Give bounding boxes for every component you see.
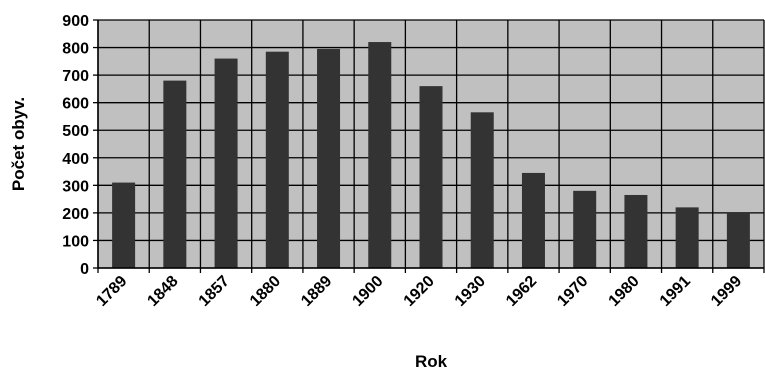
- x-tick-label: 1980: [606, 273, 643, 310]
- y-tick-label: 100: [62, 233, 89, 250]
- x-tick-label: 1857: [196, 273, 233, 310]
- y-tick-label: 700: [62, 68, 89, 85]
- x-axis-title: Rok: [415, 352, 448, 371]
- y-tick-label: 200: [62, 206, 89, 223]
- x-tick-label: 1991: [657, 273, 694, 310]
- y-tick-label: 800: [62, 41, 89, 58]
- x-tick-label: 1789: [93, 273, 130, 310]
- bar: [214, 58, 238, 269]
- x-tick-labels: 1789 1848 1857 1880 1889 1900 1920 1930 1962 1970…: [93, 273, 745, 310]
- x-tick-label: 1900: [349, 273, 386, 310]
- x-tick-label: 1970: [554, 273, 591, 310]
- bar: [112, 182, 136, 268]
- x-tick-label: 1962: [503, 273, 540, 310]
- bar: [317, 48, 341, 268]
- bar: [163, 80, 187, 268]
- bar: [573, 190, 597, 268]
- bar: [419, 86, 443, 268]
- bar: [521, 172, 545, 268]
- x-tick-label: 1848: [144, 273, 181, 310]
- y-tick-label: 600: [62, 96, 89, 113]
- y-tick-label: 900: [62, 13, 89, 30]
- y-tick-labels: 0 100 200 300 400 500 600 700 800 900: [62, 13, 89, 278]
- x-tick-label: 1880: [247, 273, 284, 310]
- bar: [470, 112, 494, 268]
- bar: [675, 207, 699, 268]
- x-tick-label: 1920: [401, 273, 438, 310]
- bar: [624, 194, 648, 268]
- axes: [93, 19, 765, 273]
- x-tick-label: 1999: [708, 273, 745, 310]
- y-tick-label: 500: [62, 123, 89, 140]
- y-axis-title: Počet obyv.: [9, 97, 28, 191]
- y-tick-label: 400: [62, 151, 89, 168]
- bar: [726, 212, 750, 268]
- bar: [368, 42, 392, 268]
- bars: [112, 42, 750, 269]
- x-tick-label: 1930: [452, 273, 489, 310]
- y-tick-label: 300: [62, 178, 89, 195]
- y-tick-label: 0: [80, 261, 89, 278]
- x-tick-label: 1889: [298, 273, 335, 310]
- bar: [265, 51, 289, 268]
